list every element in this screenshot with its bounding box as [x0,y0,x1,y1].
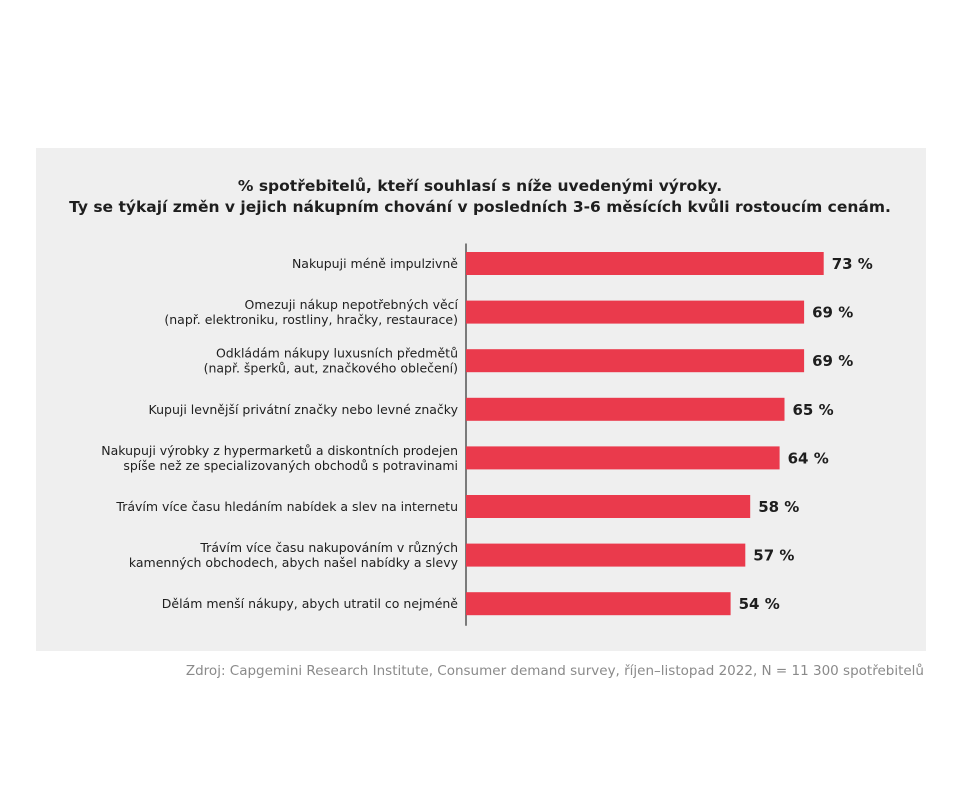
value-label-4: 65 % [793,401,834,419]
bar-5 [466,446,780,470]
value-label-6: 58 % [758,498,799,516]
category-label-2: Omezuji nákup nepotřebných věcí (např. el… [164,297,458,327]
bar-4 [466,397,785,421]
bar-8 [466,592,731,616]
category-label-1: Nakupuji méně impulzivně [292,256,458,271]
chart-title: % spotřebitelů, kteří souhlasí s níže uv… [237,177,723,195]
bar-3 [466,349,805,373]
value-label-2: 69 % [812,304,853,322]
category-label-6: Trávím více času hledáním nabídek a slev… [115,499,458,514]
category-label-3: Odkládám nákupy luxusních předmětů (např.… [204,346,458,376]
category-label-7: Trávím více času nakupováním v různých ka… [129,540,459,570]
source-note: Zdroj: Capgemini Research Institute, Con… [185,663,924,679]
value-label-1: 73 % [832,255,873,273]
value-label-3: 69 % [812,352,853,370]
category-label-8: Dělám menší nákupy, abych utratil co nej… [162,596,459,611]
bar-7 [466,543,746,567]
bar-2 [466,300,805,324]
value-label-5: 64 % [788,449,829,467]
chart-subtitle: Ty se týkají změn v jejich nákupním chov… [69,198,891,216]
value-label-8: 54 % [739,595,780,613]
category-label-4: Kupuji levnější privátní značky nebo lev… [149,402,459,417]
bar-1 [466,252,824,275]
value-label-7: 57 % [753,547,794,565]
category-label-5: Nakupuji výrobky z hypermarketů a diskon… [101,443,458,473]
bar-6 [466,495,751,518]
